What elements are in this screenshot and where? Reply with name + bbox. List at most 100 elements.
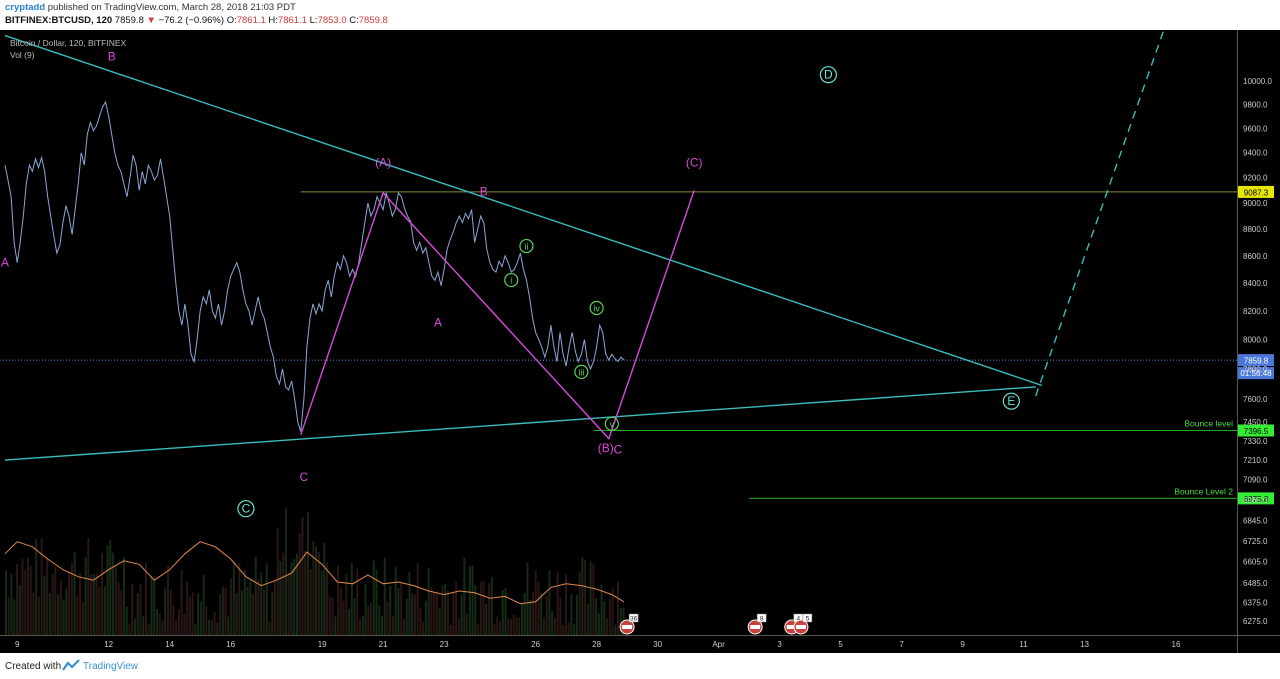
volume-bar	[243, 569, 246, 635]
volume-bar	[260, 572, 263, 635]
volume-bar	[364, 583, 367, 635]
footer: Created with TradingView	[0, 653, 1280, 679]
volume-bar	[405, 598, 408, 635]
volume-bar	[227, 616, 230, 635]
volume-bar	[177, 608, 180, 635]
wave-label: v	[610, 419, 615, 429]
volume-bar	[586, 603, 589, 635]
volume-bar	[548, 570, 551, 635]
open-label: O:	[226, 15, 237, 26]
volume-bar	[356, 568, 359, 635]
volume-bar	[312, 541, 315, 635]
volume-bar	[136, 593, 139, 635]
volume-bar	[112, 552, 115, 635]
volume-bar	[35, 539, 38, 635]
volume-bar	[367, 605, 370, 635]
volume-bar	[488, 583, 491, 635]
volume-bar	[219, 594, 222, 635]
volume-bar	[479, 581, 482, 635]
volume-bar	[265, 563, 268, 635]
wave-label: i	[510, 276, 512, 286]
x-tick-label: 3	[777, 640, 782, 649]
volume-bar	[427, 567, 430, 635]
tradingview-brand[interactable]: TradingView	[83, 661, 139, 672]
price-series-line	[4, 100, 625, 432]
volume-bar	[592, 564, 595, 635]
wave-circle	[604, 416, 619, 431]
volume-bar	[123, 556, 126, 635]
volume-bar	[273, 578, 276, 635]
volume-bar	[183, 613, 186, 635]
y-tick-label: 9400.0	[1243, 149, 1268, 158]
wave-circle	[574, 364, 589, 380]
wave-circle	[504, 272, 519, 288]
x-tick-label: Apr	[712, 640, 725, 649]
x-tick-label: 9	[960, 640, 965, 649]
volume-bar	[57, 594, 60, 635]
volume-bar	[295, 553, 298, 635]
volume-bar	[276, 527, 279, 635]
y-tick-label: 6725.0	[1243, 537, 1268, 546]
volume-bar	[545, 595, 548, 635]
y-tick-label: 9600.0	[1243, 124, 1268, 133]
volume-bar	[213, 611, 216, 635]
publish-info: published on TradingView.com, March 28, …	[47, 2, 296, 13]
volume-bar	[435, 591, 438, 635]
volume-bar	[70, 562, 73, 635]
volume-bar	[241, 590, 244, 635]
volume-bar	[205, 606, 208, 635]
y-tick-label: 8200.0	[1243, 307, 1268, 316]
volume-bar	[400, 582, 403, 635]
low-label: L:	[309, 15, 318, 26]
volume-bar	[504, 588, 507, 635]
volume-bar	[518, 617, 521, 635]
event-badge: 4	[796, 616, 800, 623]
tradingview-logo-icon[interactable]	[62, 659, 80, 671]
volume-bar	[317, 551, 320, 635]
volume-bar	[309, 569, 312, 635]
volume-bar	[106, 544, 109, 635]
volume-bar	[59, 580, 62, 635]
volume-ma-line	[4, 541, 625, 605]
volume-bar	[95, 573, 98, 635]
volume-bar	[18, 585, 21, 635]
x-tick-label: 16	[1172, 640, 1181, 649]
volume-bar	[46, 557, 49, 635]
volume-bar	[172, 605, 175, 635]
wave-label: (B)	[598, 441, 614, 455]
volume-bar	[62, 599, 65, 635]
volume-bar	[169, 590, 172, 635]
volume-bar	[326, 561, 329, 635]
volume-bar	[15, 563, 18, 635]
volume-bar	[611, 588, 614, 635]
y-tick-label: 7600.0	[1243, 395, 1268, 404]
volume-bar	[230, 578, 233, 635]
volume-bar	[381, 615, 384, 635]
y-tick-label: 6375.0	[1243, 599, 1268, 608]
wave-label: iv	[593, 303, 600, 313]
volume-bar	[257, 579, 260, 635]
publish-line: cryptadd published on TradingView.com, M…	[5, 2, 296, 13]
volume-bar	[5, 570, 7, 635]
event-badge-bg	[628, 613, 639, 623]
volume-bar	[383, 557, 386, 635]
upper-triangle-line	[4, 34, 1043, 387]
volume-bar	[482, 580, 485, 635]
volume-bar	[564, 574, 567, 635]
current-price-tag	[1238, 354, 1274, 367]
volume-bar	[293, 558, 296, 635]
volume-bar	[608, 598, 611, 635]
volume-bar	[98, 586, 101, 635]
chart-area[interactable]: 9087.3 Bounce level 7396.5 Bounce Level 2 69…	[0, 30, 1280, 653]
flag-stripe	[622, 625, 633, 629]
volume-bar	[290, 562, 293, 635]
price-chart[interactable]: 9087.3 Bounce level 7396.5 Bounce Level 2 69…	[0, 30, 1280, 653]
volume-bar	[133, 618, 136, 635]
open-value: 7861.1	[236, 15, 266, 26]
y-tick-label: 6485.0	[1243, 579, 1268, 588]
volume-bar	[551, 610, 554, 635]
volume-bar	[416, 562, 419, 635]
abc-wave-path	[300, 190, 695, 440]
volume-bar	[391, 616, 394, 635]
author-link[interactable]: cryptadd	[5, 2, 46, 13]
